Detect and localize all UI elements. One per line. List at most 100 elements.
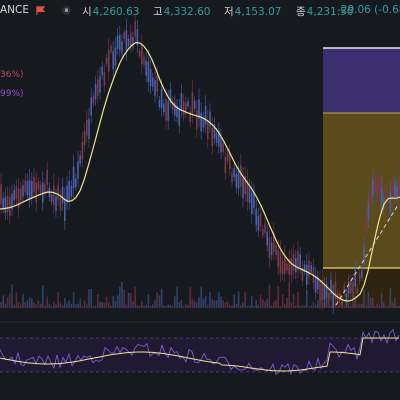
volume-bar — [299, 305, 301, 308]
volume-bar — [134, 286, 136, 308]
volume-bar — [191, 298, 194, 308]
candle-body — [24, 180, 26, 193]
volume-bar — [317, 300, 319, 308]
volume-bar — [108, 302, 110, 308]
candle-body — [288, 258, 290, 275]
volume-bar — [160, 288, 163, 308]
candle-body — [83, 131, 86, 146]
candle-body — [138, 51, 141, 57]
candle-body — [2, 198, 4, 209]
volume-bar — [94, 305, 97, 308]
volume-bar — [361, 303, 363, 308]
volume-bar — [119, 286, 121, 308]
candle-body — [242, 178, 244, 199]
candle-body — [0, 184, 2, 205]
volume-bar — [99, 301, 101, 308]
candle-body — [257, 216, 260, 231]
volume-bar — [132, 301, 134, 308]
volume-bar — [112, 296, 114, 308]
candle-body — [207, 120, 209, 140]
volume-bar — [88, 289, 90, 308]
volume-bar — [215, 300, 218, 308]
candle-body — [46, 169, 48, 186]
candle-body — [55, 196, 57, 211]
candle-body — [328, 292, 330, 299]
bell-icon[interactable] — [61, 5, 72, 16]
volume-bar — [350, 305, 352, 308]
volume-bar — [224, 302, 227, 308]
volume-bar — [308, 305, 310, 308]
candle-body — [92, 96, 95, 104]
candle-body — [325, 284, 328, 297]
volume-bar — [292, 294, 295, 308]
volume-bar — [396, 305, 398, 308]
volume-bar — [264, 301, 266, 308]
candle-body — [343, 285, 345, 294]
volume-bar — [231, 305, 233, 308]
volume-bar — [44, 305, 46, 308]
candle-body — [385, 186, 387, 194]
candle-body — [246, 180, 249, 202]
candle-body — [28, 179, 31, 200]
volume-bar — [53, 301, 55, 308]
candle-body — [136, 28, 139, 46]
candle-body — [398, 176, 400, 199]
volume-bar — [182, 305, 185, 308]
candle-body — [220, 137, 222, 153]
volume-bar — [365, 304, 367, 308]
volume-bar — [178, 302, 180, 308]
candle-body — [350, 281, 352, 294]
volume-bar — [240, 305, 242, 308]
volume-bar — [266, 299, 268, 308]
candle-body — [101, 66, 103, 76]
candle-body — [81, 141, 84, 160]
symbol-label[interactable]: ANCE — [0, 4, 30, 16]
volume-bar — [116, 295, 119, 308]
candle-body — [64, 199, 66, 221]
candle-body — [79, 155, 81, 164]
volume-bar — [68, 300, 70, 308]
volume-bar — [145, 304, 147, 308]
candle-body — [222, 143, 224, 152]
candle-body — [59, 196, 62, 211]
candle-body — [112, 51, 114, 70]
rsi-ma-line — [0, 337, 399, 372]
volume-bar — [154, 300, 156, 308]
volume-bar — [339, 297, 341, 308]
volume-bar — [0, 302, 2, 308]
volume-bar — [229, 304, 231, 308]
volume-bar — [310, 305, 312, 308]
candle-body — [39, 184, 42, 193]
candle-body — [292, 254, 295, 271]
candle-body — [116, 35, 119, 50]
flag-icon[interactable] — [36, 6, 45, 15]
candle-body — [391, 184, 394, 201]
candle-body — [66, 185, 68, 203]
candle-body — [94, 84, 97, 100]
volume-bar — [387, 305, 389, 308]
volume-bar — [185, 303, 187, 308]
volume-bar — [31, 298, 33, 308]
volume-bar — [356, 304, 359, 308]
candle-body — [268, 237, 271, 259]
candle-body — [154, 80, 156, 96]
candle-body — [213, 124, 216, 139]
candle-body — [72, 166, 75, 188]
candle-body — [103, 72, 106, 86]
candle-body — [308, 260, 310, 278]
volume-bar — [198, 297, 200, 308]
volume-bar — [33, 302, 35, 308]
candle-body — [299, 254, 301, 268]
candle-body — [178, 108, 180, 126]
ohlc-close: 종4,231.56 — [296, 6, 354, 18]
ohlc-low: 저4,153.07 — [224, 6, 282, 18]
candle-body — [321, 280, 323, 301]
volume-bar — [101, 302, 103, 308]
volume-bar — [374, 305, 376, 308]
candle-body — [363, 246, 365, 264]
candle-body — [158, 99, 161, 108]
volume-bar — [147, 294, 150, 308]
volume-bar — [277, 286, 279, 308]
volume-bar — [81, 305, 84, 308]
